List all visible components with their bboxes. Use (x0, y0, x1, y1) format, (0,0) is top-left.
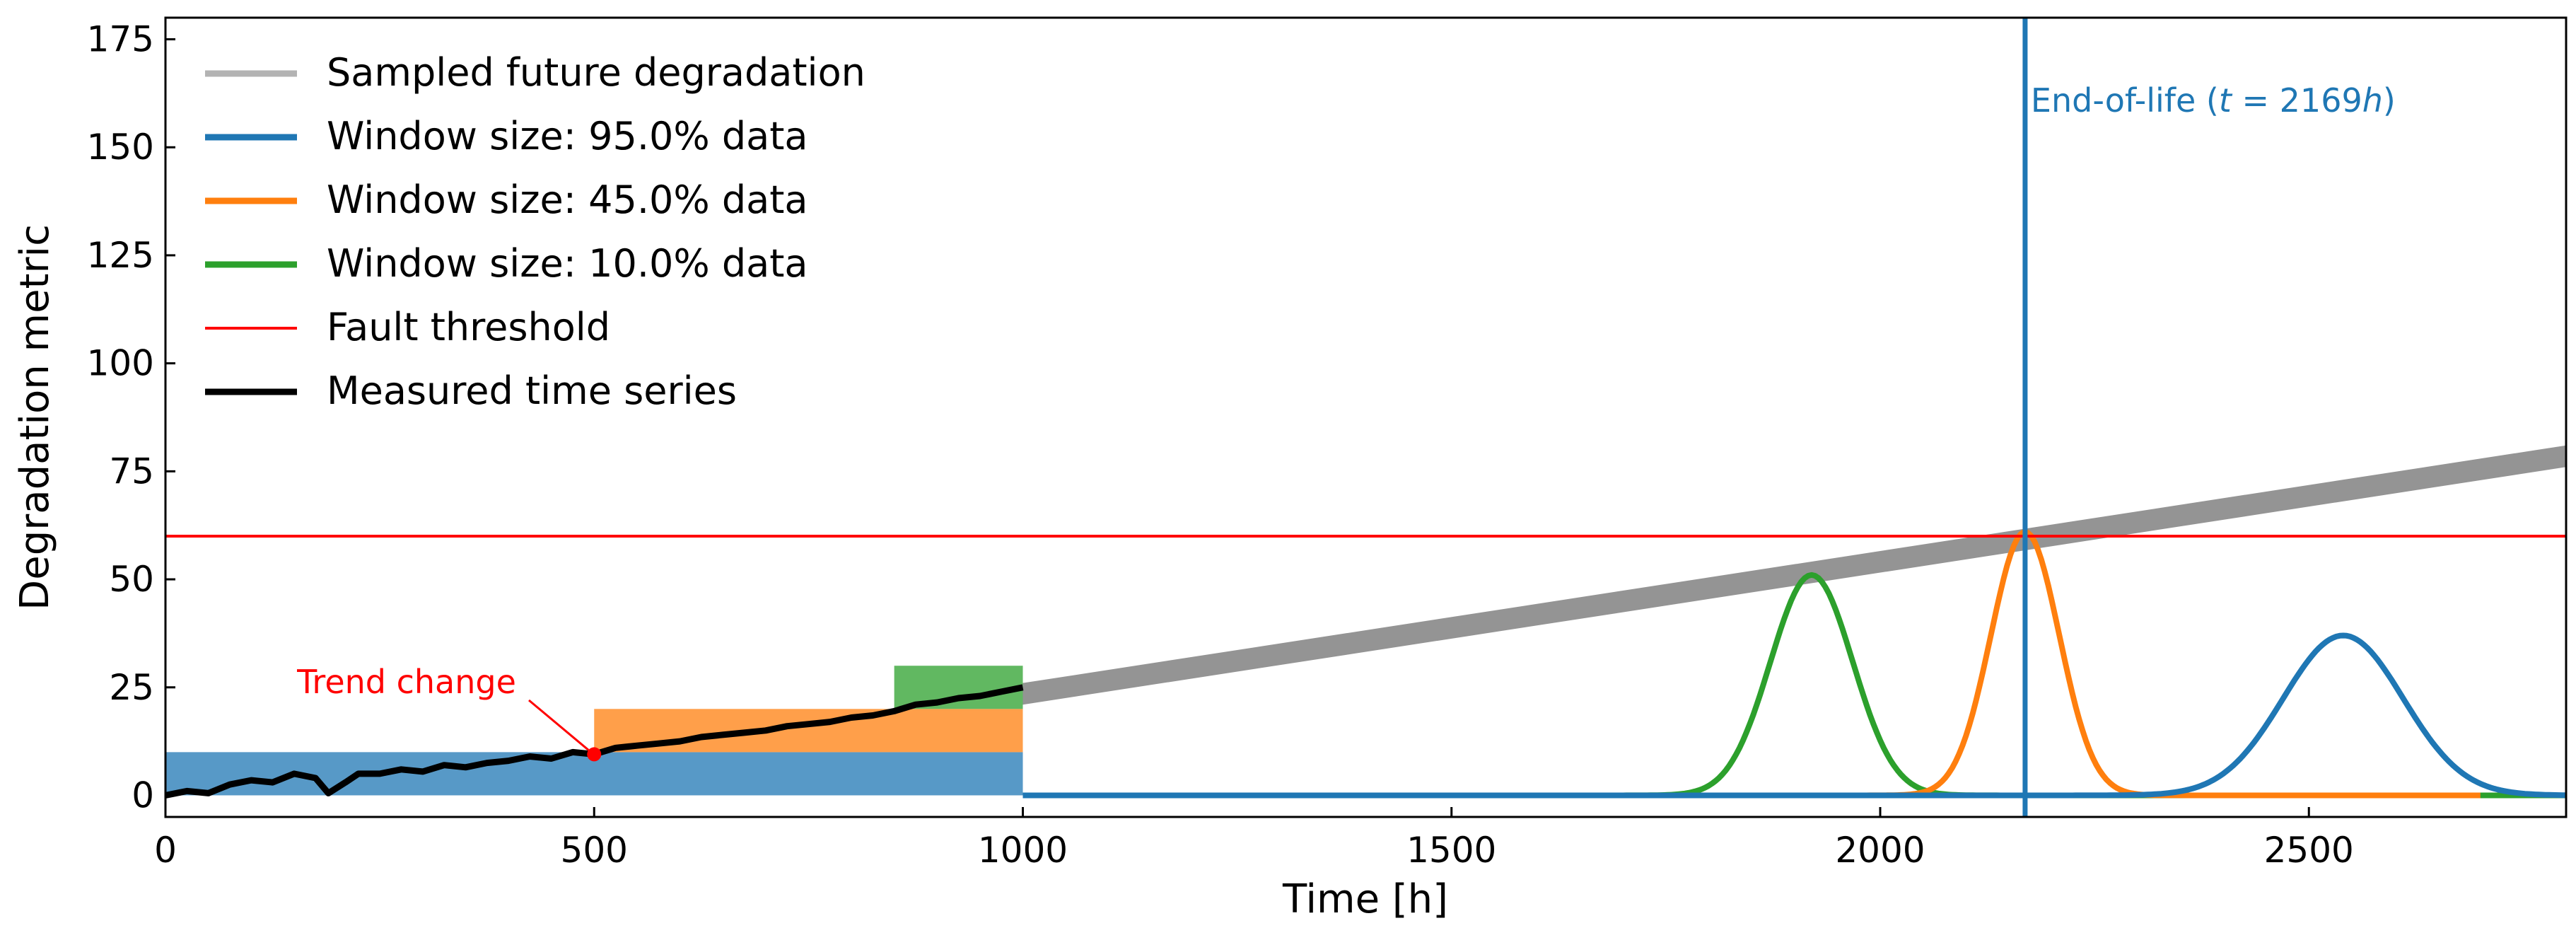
end-of-life-distributions (1022, 529, 2566, 799)
measured-time-series-line (165, 684, 1024, 799)
eol-label-eq: = 2169 (2232, 81, 2362, 120)
y-axis-ticks: 0 25 50 75 100 125 150 175 (87, 19, 175, 816)
eol-distribution-w10 (1022, 572, 2566, 799)
y-tick-label: 175 (87, 19, 154, 60)
y-tick-label: 125 (87, 235, 154, 276)
y-tick-label: 50 (109, 559, 154, 600)
legend: Sampled future degradation Window size: 9… (205, 50, 866, 413)
x-tick-label: 2500 (2264, 830, 2354, 871)
y-tick-label: 0 (132, 775, 154, 816)
legend-label-measured: Measured time series (327, 369, 737, 413)
y-tick-label: 75 (109, 451, 154, 492)
eol-label-h: h (2362, 81, 2383, 120)
x-tick-label: 2000 (1835, 830, 1925, 871)
plot-frame (164, 16, 2568, 818)
trend-change-arrow (528, 699, 590, 751)
trend-change-marker (587, 747, 602, 762)
legend-label-w45: Window size: 45.0% data (327, 178, 808, 222)
sampled-future-degradation (1022, 445, 2566, 705)
x-tick-label: 1000 (978, 830, 1068, 871)
eol-label-prefix: End-of-life ( (2031, 81, 2219, 120)
eol-label-t: t (2219, 81, 2233, 120)
x-axis-ticks: 0 500 1000 1500 2000 2500 (154, 807, 2354, 871)
y-tick-label: 100 (87, 343, 154, 384)
end-of-life-label: End-of-life (t = 2169h) (2031, 81, 2396, 120)
eol-distribution-w95 (1022, 632, 2566, 799)
legend-label-threshold: Fault threshold (327, 305, 610, 349)
x-axis-label: Time [h] (1282, 876, 1448, 922)
y-tick-label: 25 (109, 667, 154, 708)
y-axis-label: Degradation metric (12, 224, 58, 610)
x-tick-label: 0 (154, 830, 177, 871)
sampled-future-band (1022, 445, 2566, 705)
eol-label-suffix: ) (2383, 81, 2396, 120)
y-tick-label: 150 (87, 127, 154, 168)
legend-label-w95: Window size: 95.0% data (327, 114, 808, 158)
x-tick-label: 500 (561, 830, 628, 871)
trend-change-label: Trend change (296, 663, 516, 701)
legend-label-sampled: Sampled future degradation (327, 50, 866, 95)
legend-label-w10: Window size: 10.0% data (327, 241, 808, 286)
x-tick-label: 1500 (1406, 830, 1496, 871)
